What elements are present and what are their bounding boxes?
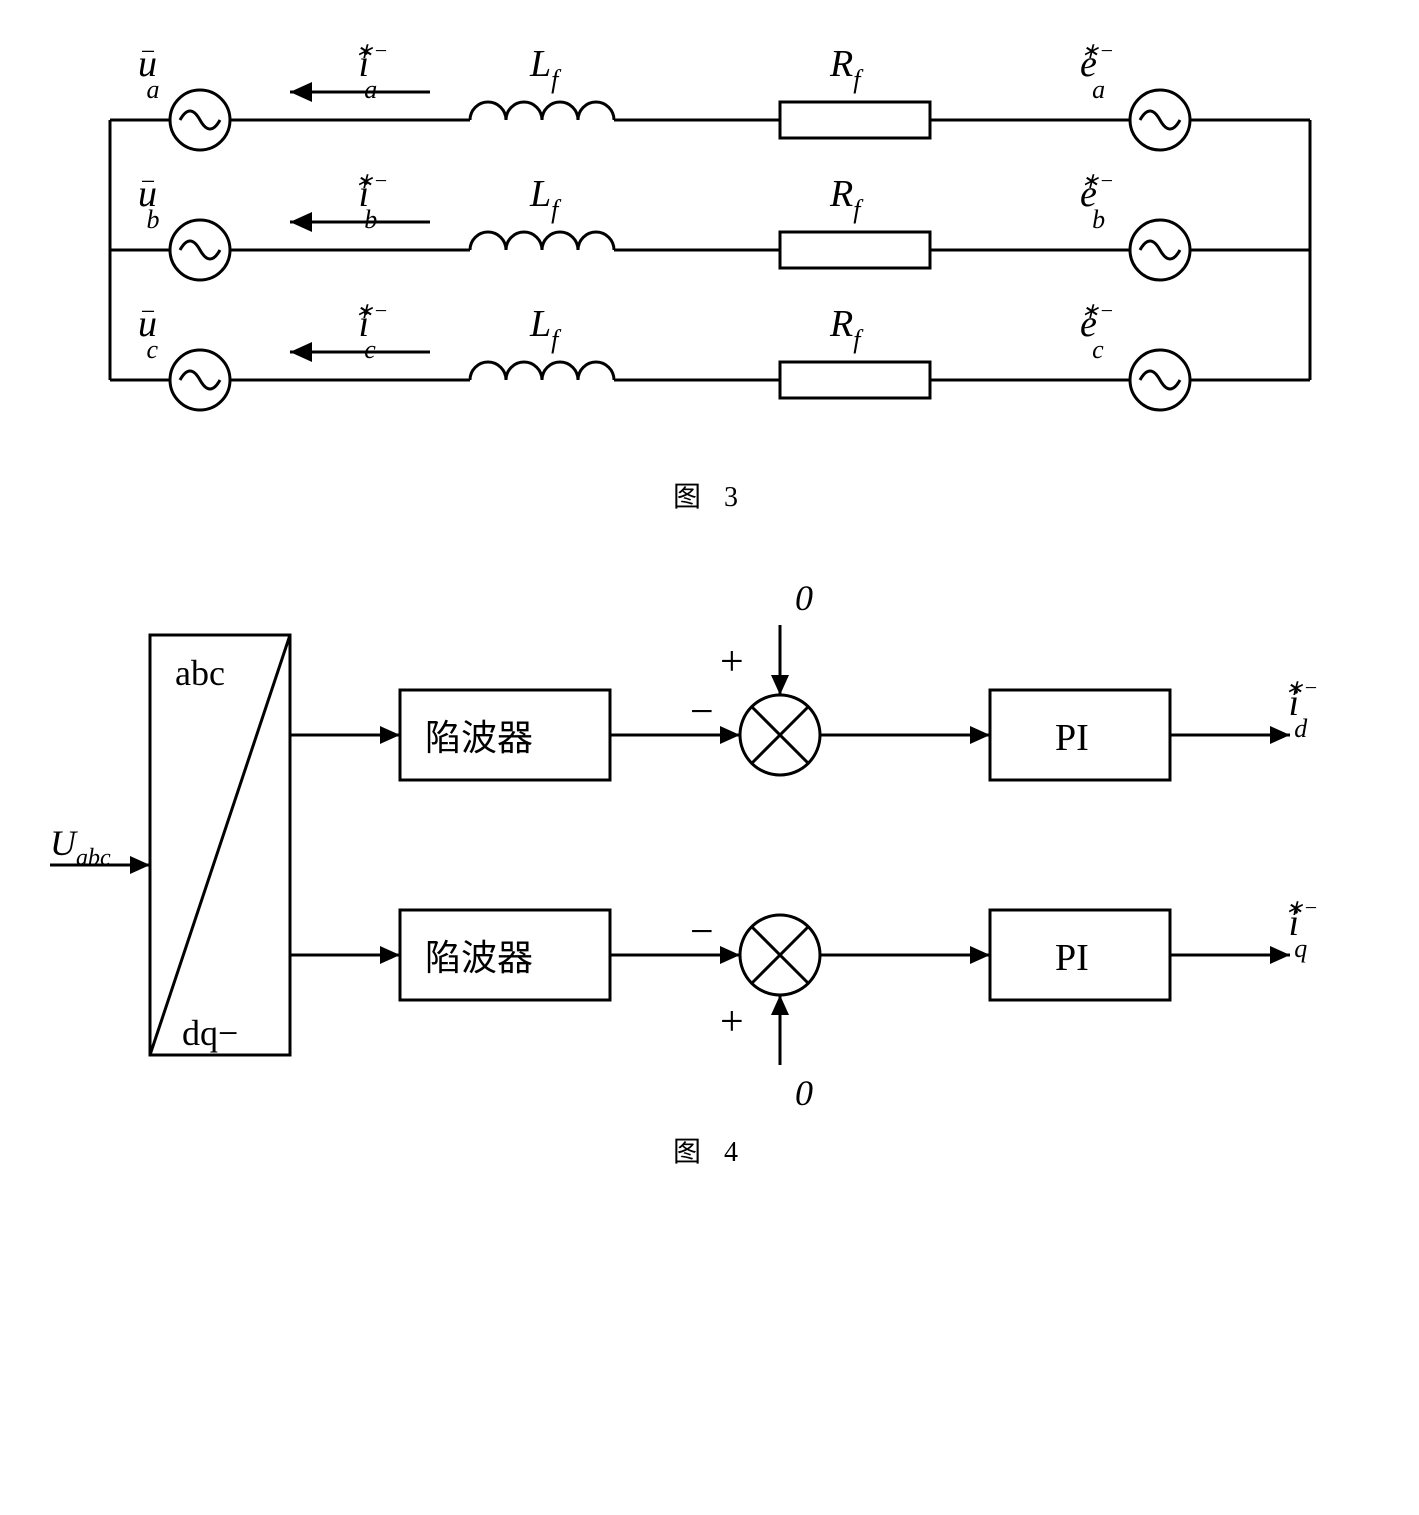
label-u-c: u−c	[138, 297, 159, 364]
label-u-b: u−b	[138, 167, 160, 234]
block-diagram-fig4: Uabc abc dq− 陷波器 陷波器 PI PI 0 0 + − − + i…	[30, 555, 1389, 1115]
label-e-a: e∗−a	[1080, 38, 1114, 104]
zero-bottom: 0	[795, 1073, 813, 1113]
output-id-neg: i∗−d	[1285, 675, 1318, 743]
label-i-c: i∗−c	[355, 298, 388, 364]
notch-filter-top: 陷波器	[425, 718, 533, 758]
label-L-a: Lf	[529, 43, 562, 94]
minus-bottom: −	[690, 909, 714, 955]
label-R-c: Rf	[829, 303, 864, 354]
label-transform-top: abc	[175, 653, 225, 693]
label-R-a: Rf	[829, 43, 864, 94]
figure-4: Uabc abc dq− 陷波器 陷波器 PI PI 0 0 + − − + i…	[30, 555, 1389, 1170]
figure-3: u−a i∗−a Lf Rf e∗−a u−b i∗−b Lf Rf e∗−b …	[30, 30, 1389, 515]
label-L-c: Lf	[529, 303, 562, 354]
label-e-b: e∗−b	[1080, 168, 1114, 234]
label-i-b: i∗−b	[355, 168, 388, 234]
label-e-c: e∗−c	[1080, 298, 1114, 364]
notch-filter-bottom: 陷波器	[425, 938, 533, 978]
figure-3-caption: 图 3	[30, 475, 1389, 515]
plus-top: +	[720, 639, 744, 685]
circuit-diagram-fig3: u−a i∗−a Lf Rf e∗−a u−b i∗−b Lf Rf e∗−b …	[30, 30, 1389, 460]
output-iq-neg: i∗−q	[1285, 895, 1318, 963]
zero-top: 0	[795, 578, 813, 618]
label-u-a: u−a	[138, 37, 160, 104]
label-R-b: Rf	[829, 173, 864, 224]
plus-bottom: +	[720, 999, 744, 1045]
figure-4-caption: 图 4	[30, 1130, 1389, 1170]
pi-block-top: PI	[1055, 717, 1089, 759]
label-transform-bottom: dq−	[182, 1013, 238, 1053]
pi-block-bottom: PI	[1055, 937, 1089, 979]
label-i-a: i∗−a	[355, 38, 388, 104]
label-L-b: Lf	[529, 173, 562, 224]
minus-top: −	[690, 689, 714, 735]
